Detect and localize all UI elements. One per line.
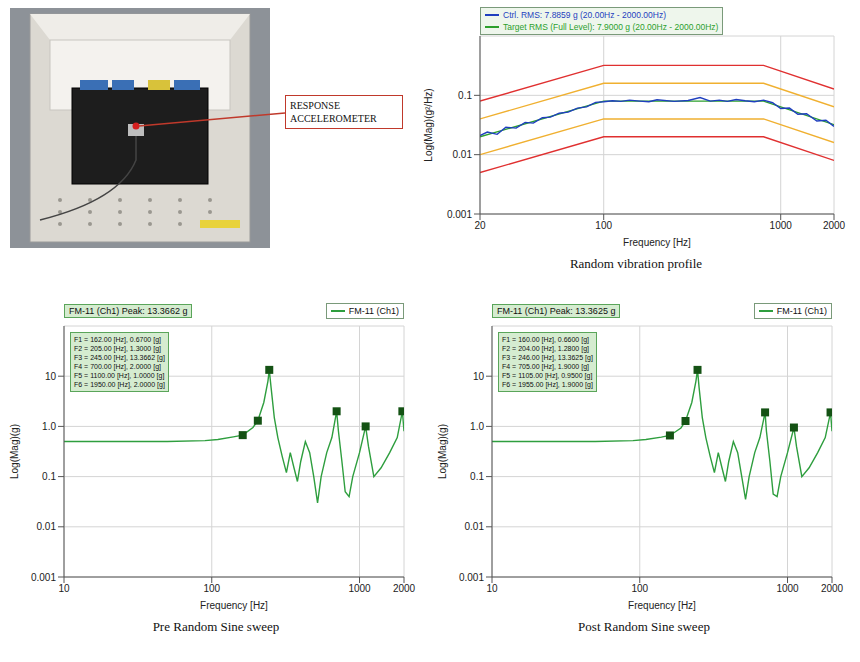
svg-text:1000: 1000 [776, 583, 799, 594]
html-text:Target RMS (Full Level): 7.900: Target RMS (Full Level): 7.9000 g (20.00… [503, 22, 719, 32]
svg-text:100: 100 [203, 583, 220, 594]
html-text:F6 = 1950.00 [Hz], 2.0000 [g]: F6 = 1950.00 [Hz], 2.0000 [g] [74, 381, 165, 388]
html-text:FM-11 (Ch1) Peak: 13.3625 g: FM-11 (Ch1) Peak: 13.3625 g [497, 306, 616, 316]
html-text:F2 = 204.00 [Hz], 1.2800 [g]: F2 = 204.00 [Hz], 1.2800 [g] [502, 345, 589, 352]
svg-text:0.1: 0.1 [470, 471, 484, 482]
svg-text:100: 100 [631, 583, 648, 594]
html-text:F3 = 245.00 [Hz], 13.3662 [g]: F3 = 245.00 [Hz], 13.3662 [g] [74, 354, 165, 361]
svg-text:100: 100 [595, 220, 612, 231]
html-text:F5 = 1105.00 [Hz], 0.9500 [g]: F5 = 1105.00 [Hz], 0.9500 [g] [502, 372, 593, 379]
svg-text:1.0: 1.0 [470, 421, 484, 432]
html-text:Random vibration profile: Random vibration profile [569, 256, 703, 271]
svg-text:0.001: 0.001 [459, 572, 484, 583]
html-text:F6 = 1955.00 [Hz], 1.9000 [g]: F6 = 1955.00 [Hz], 1.9000 [g] [502, 381, 593, 388]
svg-text:Frequency [Hz]: Frequency [Hz] [628, 600, 696, 611]
svg-text:0.1: 0.1 [458, 90, 472, 101]
svg-text:10: 10 [486, 583, 498, 594]
html-text:Pre Random Sine sweep: Pre Random Sine sweep [152, 619, 280, 634]
html-text:F3 = 246.00 [Hz], 13.3625 [g]: F3 = 246.00 [Hz], 13.3625 [g] [502, 354, 593, 361]
svg-text:1.0: 1.0 [42, 421, 56, 432]
svg-text:Log(Mag)(g): Log(Mag)(g) [9, 424, 20, 479]
svg-text:0.001: 0.001 [31, 572, 56, 583]
svg-text:Log(Mag)(g²/Hz): Log(Mag)(g²/Hz) [423, 88, 434, 161]
svg-text:10: 10 [45, 371, 57, 382]
svg-text:Frequency [Hz]: Frequency [Hz] [623, 237, 691, 248]
svg-text:2000: 2000 [393, 583, 416, 594]
html-text:F2 = 205.00 [Hz], 1.3000 [g]: F2 = 205.00 [Hz], 1.3000 [g] [74, 345, 161, 352]
html-text:Post Random Sine sweep: Post Random Sine sweep [578, 619, 710, 634]
html-text:F1 = 160.00 [Hz], 0.6600 [g]: F1 = 160.00 [Hz], 0.6600 [g] [502, 336, 589, 343]
svg-text:2000: 2000 [821, 583, 844, 594]
svg-text:0.01: 0.01 [465, 521, 485, 532]
svg-text:Frequency [Hz]: Frequency [Hz] [200, 600, 268, 611]
html-text:F4 = 705.00 [Hz], 1.9000 [g]: F4 = 705.00 [Hz], 1.9000 [g] [502, 363, 589, 370]
svg-text:1000: 1000 [348, 583, 371, 594]
svg-text:2000: 2000 [823, 220, 846, 231]
html-text:RESPONSE: RESPONSE [290, 100, 340, 111]
html-text:FM-11 (Ch1) Peak: 13.3662 g: FM-11 (Ch1) Peak: 13.3662 g [69, 306, 188, 316]
html-text:Ctrl. RMS: 7.8859 g (20.00Hz -: Ctrl. RMS: 7.8859 g (20.00Hz - 2000.00Hz… [503, 10, 666, 20]
html-text:F5 = 1100.00 [Hz], 1.0000 [g]: F5 = 1100.00 [Hz], 1.0000 [g] [74, 372, 165, 379]
svg-text:10: 10 [473, 371, 485, 382]
svg-text:Log(Mag)(g): Log(Mag)(g) [437, 424, 448, 479]
html-text:ACCELEROMETER: ACCELEROMETER [290, 113, 377, 124]
html-text:F1 = 162.00 [Hz], 0.6700 [g]: F1 = 162.00 [Hz], 0.6700 [g] [74, 336, 161, 343]
svg-text:20: 20 [474, 220, 486, 231]
svg-text:10: 10 [58, 583, 70, 594]
svg-text:0.01: 0.01 [453, 149, 473, 160]
svg-text:0.01: 0.01 [37, 521, 57, 532]
html-text:FM-11 (Ch1): FM-11 (Ch1) [348, 306, 399, 316]
html-text:FM-11 (Ch1): FM-11 (Ch1) [776, 306, 827, 316]
html-text:F4 = 700.00 [Hz], 2.0000 [g]: F4 = 700.00 [Hz], 2.0000 [g] [74, 363, 161, 370]
svg-text:0.001: 0.001 [447, 209, 472, 220]
svg-text:0.1: 0.1 [42, 471, 56, 482]
svg-text:1000: 1000 [770, 220, 793, 231]
